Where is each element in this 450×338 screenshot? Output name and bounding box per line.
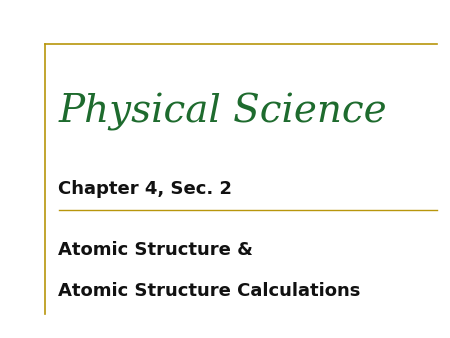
Text: Chapter 4, Sec. 2: Chapter 4, Sec. 2 [58,180,233,198]
Text: Atomic Structure &: Atomic Structure & [58,241,253,259]
Text: Physical Science: Physical Science [58,93,387,130]
Text: Atomic Structure Calculations: Atomic Structure Calculations [58,282,361,300]
